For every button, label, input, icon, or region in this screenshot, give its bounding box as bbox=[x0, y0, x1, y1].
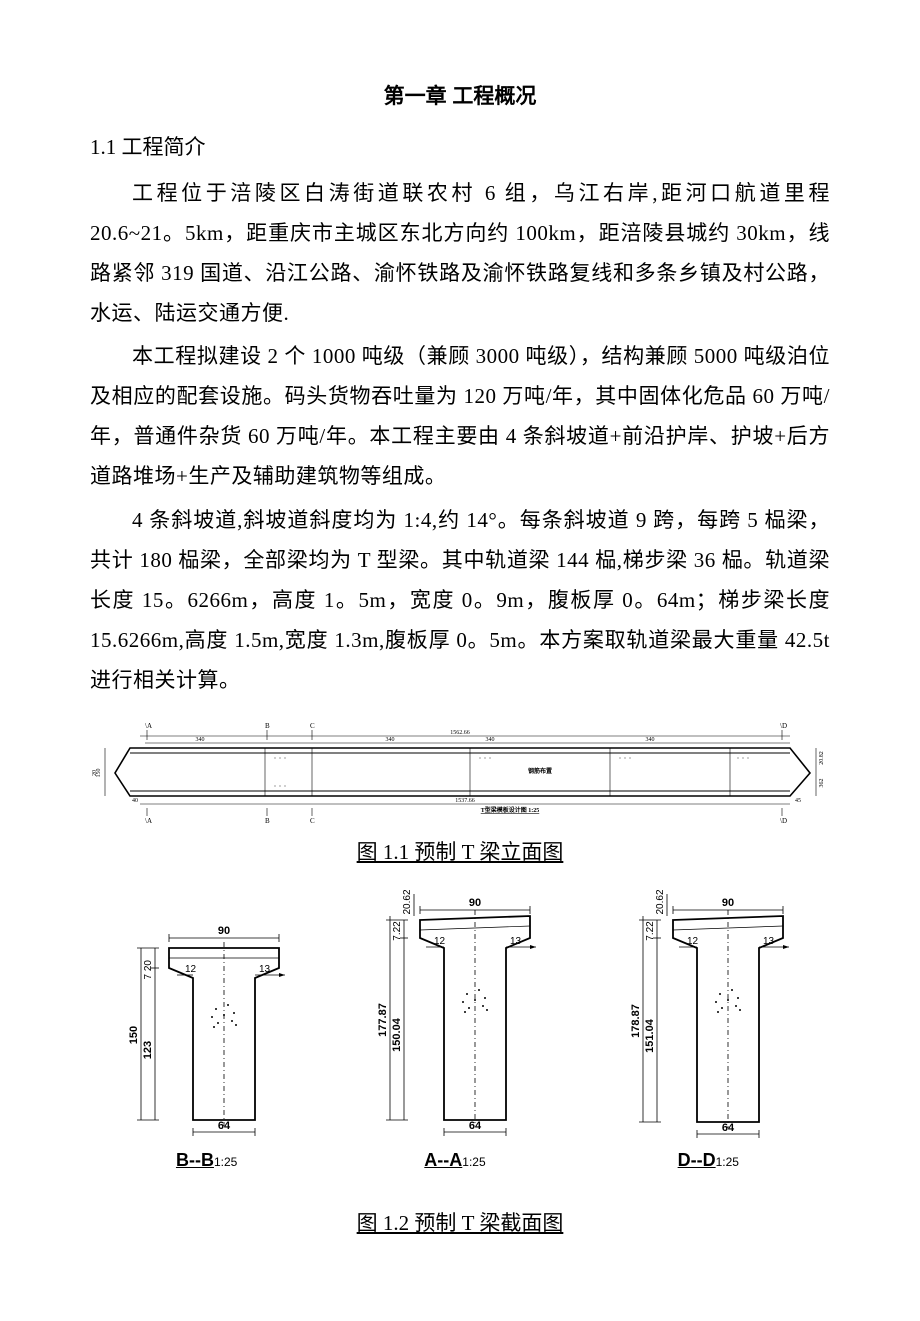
svg-text:C: C bbox=[310, 722, 315, 730]
svg-text:13: 13 bbox=[763, 936, 775, 947]
svg-text:钢筋布置: 钢筋布置 bbox=[528, 767, 552, 775]
chapter-title: 第一章 工程概况 bbox=[90, 80, 830, 110]
svg-text:40: 40 bbox=[132, 798, 138, 804]
svg-text:151.04: 151.04 bbox=[644, 1019, 656, 1054]
svg-text:20: 20 bbox=[92, 770, 98, 776]
section-dd: 20.62 90 12 13 bbox=[603, 890, 813, 1171]
figure-1-1-elevation: \A B C \D 1562.66 340 340 340 340 bbox=[90, 718, 830, 828]
svg-text:362: 362 bbox=[819, 779, 825, 788]
svg-text:12: 12 bbox=[687, 936, 699, 947]
svg-text:13: 13 bbox=[259, 964, 271, 975]
svg-text:123: 123 bbox=[142, 1041, 154, 1059]
figure-1-2-caption: 图 1.2 预制 T 梁截面图 bbox=[90, 1207, 830, 1237]
svg-text:T型梁模板设计图 1:25: T型梁模板设计图 1:25 bbox=[481, 806, 540, 814]
svg-text:90: 90 bbox=[218, 925, 230, 937]
svg-text:64: 64 bbox=[218, 1120, 231, 1132]
section-1-1-heading: 1.1 工程简介 bbox=[90, 128, 830, 168]
section-dd-label: D--D1:25 bbox=[603, 1150, 813, 1171]
paragraph-3: 4 条斜坡道,斜坡道斜度均为 1:4,约 14°。每条斜坡道 9 跨，每跨 5 … bbox=[90, 501, 830, 700]
svg-text:\A: \A bbox=[145, 817, 152, 825]
svg-text:64: 64 bbox=[722, 1122, 735, 1134]
svg-text:177.87: 177.87 bbox=[377, 1004, 389, 1038]
svg-text:340: 340 bbox=[386, 737, 395, 743]
svg-text:20.82: 20.82 bbox=[819, 752, 825, 766]
svg-text:90: 90 bbox=[469, 897, 481, 909]
svg-text:7 20: 7 20 bbox=[143, 960, 154, 980]
document-page: 第一章 工程概况 1.1 工程简介 工程位于涪陵区白涛街道联农村 6 组，乌江右… bbox=[0, 0, 920, 1321]
svg-text:12: 12 bbox=[434, 936, 446, 947]
paragraph-1: 工程位于涪陵区白涛街道联农村 6 组，乌江右岸,距河口航道里程 20.6~21。… bbox=[90, 174, 830, 334]
svg-text:\D: \D bbox=[780, 722, 787, 730]
svg-text:90: 90 bbox=[722, 897, 734, 909]
svg-text:64: 64 bbox=[469, 1120, 482, 1132]
svg-text:150.04: 150.04 bbox=[391, 1018, 403, 1053]
svg-text:20.62: 20.62 bbox=[655, 890, 666, 915]
svg-text:150: 150 bbox=[128, 1026, 140, 1044]
svg-text:178.87: 178.87 bbox=[630, 1005, 642, 1039]
section-aa-label: A--A1:25 bbox=[350, 1150, 560, 1171]
svg-text:\A: \A bbox=[145, 722, 152, 730]
section-aa: 20.62 90 12 13 bbox=[350, 890, 560, 1171]
svg-text:340: 340 bbox=[486, 737, 495, 743]
svg-text:B: B bbox=[265, 722, 270, 730]
section-bb: 90 12 13 bbox=[107, 920, 307, 1171]
elevation-svg: \A B C \D 1562.66 340 340 340 340 bbox=[90, 718, 830, 828]
svg-text:1562.66: 1562.66 bbox=[450, 730, 470, 736]
svg-text:12: 12 bbox=[185, 964, 197, 975]
figure-1-1-caption: 图 1.1 预制 T 梁立面图 bbox=[90, 836, 830, 866]
paragraph-2: 本工程拟建设 2 个 1000 吨级（兼顾 3000 吨级），结构兼顾 5000… bbox=[90, 337, 830, 497]
section-bb-label: B--B1:25 bbox=[107, 1150, 307, 1171]
svg-text:13: 13 bbox=[510, 936, 522, 947]
svg-text:45: 45 bbox=[795, 798, 801, 804]
svg-text:C: C bbox=[310, 817, 315, 825]
svg-text:B: B bbox=[265, 817, 270, 825]
figure-1-2-sections: 90 12 13 bbox=[90, 890, 830, 1171]
svg-text:340: 340 bbox=[196, 737, 205, 743]
svg-text:\D: \D bbox=[780, 817, 787, 825]
svg-text:20.62: 20.62 bbox=[402, 890, 413, 915]
svg-text:1537.66: 1537.66 bbox=[455, 798, 475, 804]
svg-text:340: 340 bbox=[646, 737, 655, 743]
